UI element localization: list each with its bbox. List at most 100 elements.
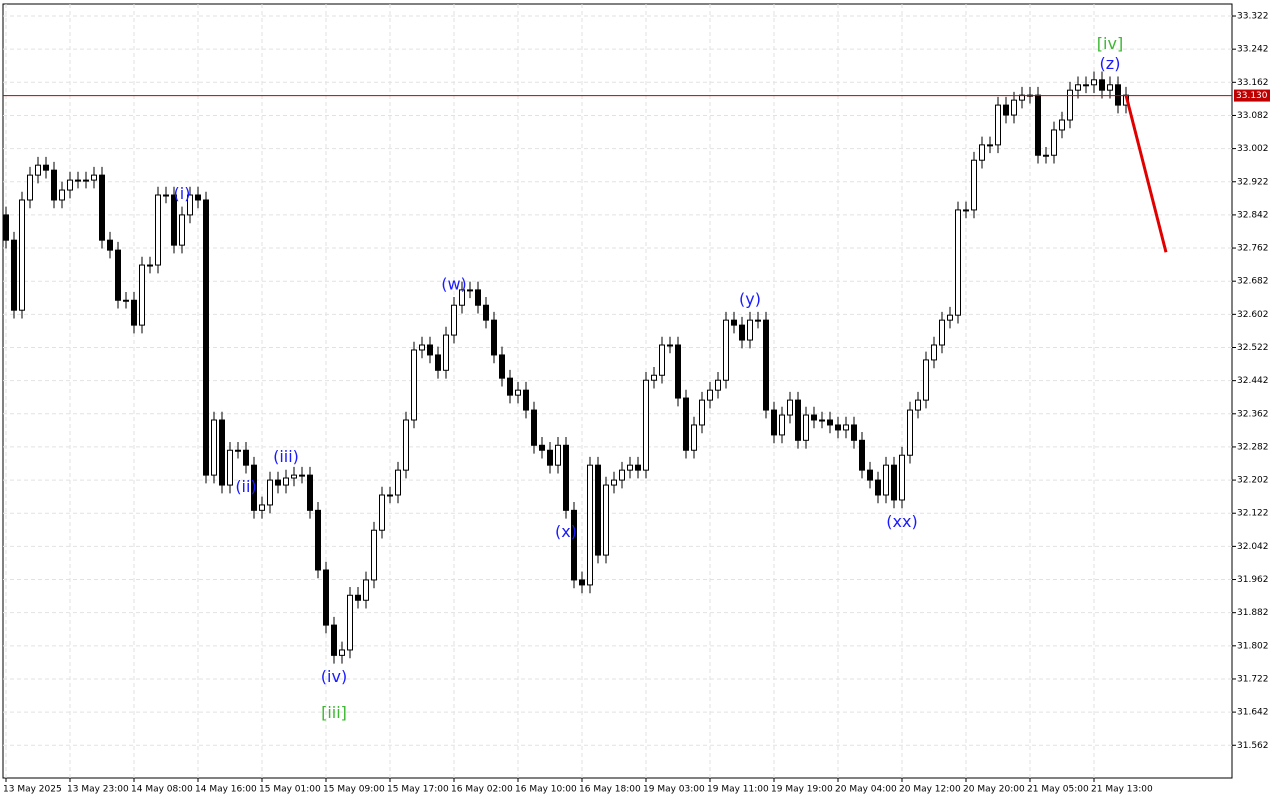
candle-body: [75, 179, 81, 182]
candle-body: [131, 299, 137, 326]
candle-body: [275, 479, 281, 486]
x-tick-label: 15 May 09:00: [323, 785, 385, 795]
candle-body: [771, 409, 777, 436]
candle-body: [171, 194, 177, 246]
candle-body: [267, 479, 273, 506]
x-tick-label: 21 May 05:00: [1027, 785, 1089, 795]
price-label-box: [1234, 89, 1270, 102]
candle-body: [35, 164, 41, 176]
candle-body: [963, 209, 969, 212]
candle-body: [979, 144, 985, 161]
candle-body: [147, 264, 153, 267]
candle-body: [563, 444, 569, 511]
x-tick-label: 13 May 23:00: [67, 785, 129, 795]
candle-body: [315, 509, 321, 571]
candle-body: [291, 474, 297, 479]
y-tick-label: 33.242: [1237, 45, 1269, 55]
candle-body: [627, 464, 633, 471]
wave-label: (y): [739, 289, 761, 308]
candle-body: [19, 199, 25, 311]
candle-body: [739, 324, 745, 341]
candle-body: [483, 304, 489, 321]
wave-label: (x): [555, 522, 577, 541]
candle-body: [955, 209, 961, 316]
wave-label: (xx): [886, 512, 917, 531]
wave-label: (iii): [273, 447, 299, 466]
candle-body: [1051, 129, 1057, 156]
candle-body: [331, 624, 337, 656]
candle-body: [1115, 84, 1121, 106]
y-tick-label: 32.202: [1237, 476, 1269, 486]
candle-body: [139, 264, 145, 326]
candle-body: [843, 424, 849, 431]
candle-body: [235, 449, 241, 452]
candle-body: [387, 494, 393, 497]
candle-body: [363, 579, 369, 601]
candle-body: [443, 334, 449, 371]
candle-body: [851, 424, 857, 441]
candle-body: [811, 414, 817, 421]
candle-body: [611, 479, 617, 486]
y-tick-label: 33.082: [1237, 111, 1269, 121]
candle-body: [379, 494, 385, 531]
price-label: 33.130: [1236, 91, 1268, 101]
y-tick-label: 32.042: [1237, 542, 1269, 552]
candle-body: [731, 319, 737, 326]
x-tick-label: 15 May 17:00: [387, 785, 449, 795]
y-tick-label: 33.162: [1237, 78, 1269, 88]
candle-body: [675, 344, 681, 399]
y-tick-label: 32.762: [1237, 244, 1269, 254]
candle-body: [27, 174, 33, 201]
y-tick-label: 32.362: [1237, 409, 1269, 419]
candle-body: [427, 344, 433, 356]
x-tick-label: 19 May 11:00: [707, 785, 769, 795]
candle-body: [83, 179, 89, 182]
candle-body: [99, 174, 105, 241]
candle-body: [1067, 89, 1073, 121]
candle-body: [163, 194, 169, 197]
candle-body: [323, 569, 329, 626]
candle-body: [859, 439, 865, 471]
candle-body: [259, 504, 265, 511]
candle-body: [227, 449, 233, 486]
candle-body: [515, 389, 521, 396]
x-tick-label: 20 May 20:00: [963, 785, 1025, 795]
candle-body: [419, 344, 425, 351]
candle-body: [1091, 79, 1097, 86]
candle-body: [595, 464, 601, 556]
candle-body: [923, 359, 929, 401]
x-tick-label: 15 May 01:00: [259, 785, 321, 795]
candle-body: [339, 649, 345, 656]
candle-body: [507, 377, 513, 396]
candle-body: [411, 349, 417, 421]
candle-body: [59, 189, 65, 201]
candle-body: [755, 319, 761, 322]
candle-body: [203, 199, 209, 476]
y-tick-label: 31.962: [1237, 575, 1269, 585]
candle-body: [571, 509, 577, 581]
candle-body: [251, 464, 257, 511]
candle-body: [371, 529, 377, 581]
candle-body: [1059, 119, 1065, 131]
candle-body: [915, 399, 921, 411]
candle-body: [299, 474, 305, 477]
candle-body: [587, 464, 593, 586]
wave-label: (w): [441, 274, 467, 293]
candle-body: [819, 419, 825, 422]
y-tick-label: 33.002: [1237, 144, 1269, 154]
candle-body: [1035, 94, 1041, 156]
candle-body: [115, 249, 121, 301]
candle-body: [107, 239, 113, 251]
candle-body: [451, 304, 457, 336]
candle-body: [699, 399, 705, 426]
candle-body: [603, 484, 609, 556]
candle-body: [875, 479, 881, 496]
y-tick-label: 32.922: [1237, 177, 1269, 187]
x-tick-label: 19 May 19:00: [771, 785, 833, 795]
candle-body: [435, 354, 441, 371]
candle-body: [11, 239, 17, 311]
candle-body: [499, 354, 505, 379]
candle-body: [187, 194, 193, 216]
y-tick-label: 32.122: [1237, 509, 1269, 519]
